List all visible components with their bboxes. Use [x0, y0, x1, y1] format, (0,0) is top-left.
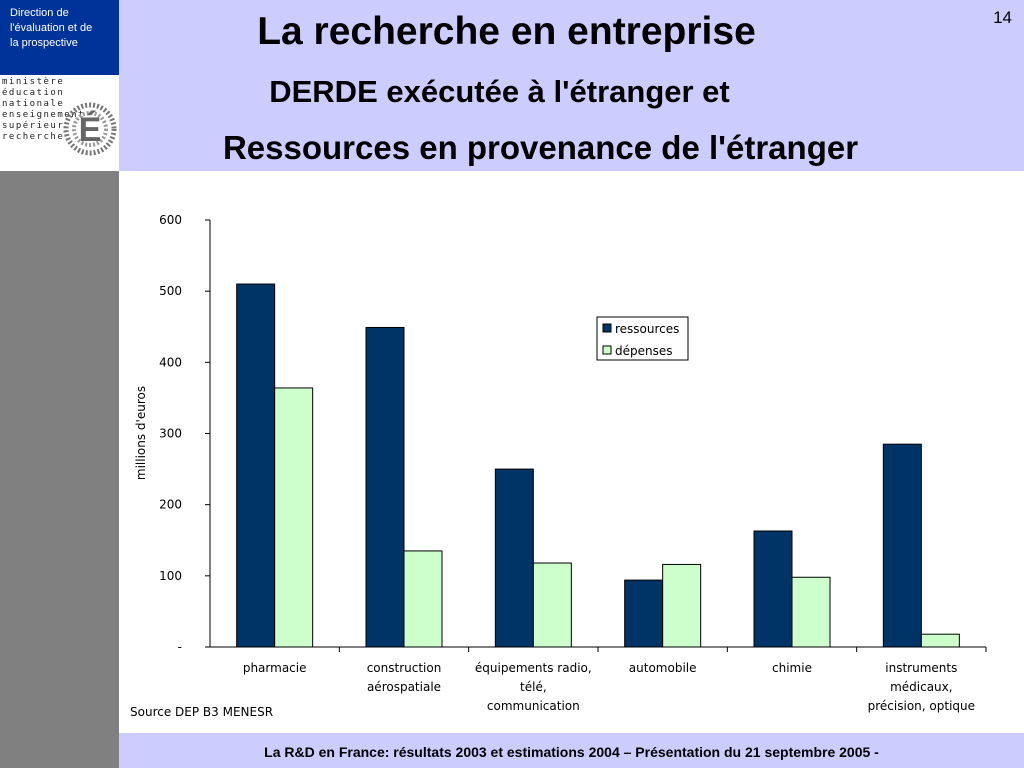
source-note: Source DEP B3 MENESR	[130, 705, 274, 719]
legend-label-ressources: ressources	[615, 322, 679, 336]
footer-text: La R&D en France: résultats 2003 et esti…	[264, 744, 879, 760]
bar-depenses	[532, 562, 572, 648]
direction-line-1: Direction de	[10, 7, 69, 19]
bar-depenses	[403, 550, 443, 648]
logo-letter: É	[79, 111, 102, 149]
bar-depenses	[662, 563, 702, 648]
y-tick-label: 300	[159, 427, 182, 441]
ministry-seal-icon: É	[63, 102, 117, 156]
x-category-label: précision, optique	[868, 699, 975, 713]
x-category-label: chimie	[772, 661, 812, 675]
bar-chart: - 100 200 300 400 500 600 pharmacie constructio…	[134, 213, 987, 713]
bar-ressources	[624, 579, 664, 648]
page-title: La recherche en entreprise	[257, 10, 756, 53]
x-category-label: instruments	[885, 661, 957, 675]
x-category-label: communication	[487, 699, 580, 713]
page-number: 14	[993, 8, 1012, 27]
legend-label-depenses: dépenses	[615, 344, 673, 358]
slide-header: 14 La recherche en entreprise DERDE exéc…	[119, 0, 1024, 171]
logo-line: recherche	[2, 132, 65, 142]
y-axis-label: millions d'euros	[134, 386, 148, 480]
logo-line: enseignement	[2, 110, 86, 120]
ministry-logo: ministère éducation nationale enseigneme…	[0, 75, 119, 171]
x-category-label: construction	[367, 661, 442, 675]
y-tick-label: 400	[159, 355, 182, 369]
direction-line-3: la prospective	[10, 37, 78, 49]
chart-legend: ressources dépenses	[596, 316, 689, 361]
bar-depenses	[791, 576, 831, 648]
y-tick-label: 500	[159, 284, 182, 298]
bar-ressources	[365, 326, 405, 648]
x-category-label: automobile	[629, 661, 697, 675]
legend-swatch-depenses	[602, 345, 612, 355]
y-tick-label: 200	[159, 498, 182, 512]
y-tick-label: 600	[159, 213, 182, 227]
bar-ressources	[882, 443, 922, 648]
y-tick-label: 100	[159, 569, 182, 583]
bar-ressources	[753, 530, 793, 648]
bar-depenses	[274, 387, 314, 648]
direction-label: Direction de l'évaluation et de la prosp…	[0, 0, 119, 75]
slide-footer: La R&D en France: résultats 2003 et esti…	[119, 733, 1024, 768]
subtitle-line-1: DERDE exécutée à l'étranger et	[269, 74, 730, 109]
legend-swatch-ressources	[602, 323, 612, 333]
legend-box	[596, 316, 689, 361]
logo-line: ministère	[2, 77, 65, 87]
direction-line-2: l'évaluation et de	[10, 22, 93, 34]
subtitle-line-2: Ressources en provenance de l'étranger	[222, 129, 859, 166]
chart-axes	[209, 220, 986, 648]
ministry-logo-text: ministère éducation nationale enseigneme…	[2, 77, 85, 143]
x-category-label: télé,	[520, 680, 547, 694]
x-category-label: équipements radio,	[475, 661, 592, 675]
logo-line: éducation	[2, 88, 65, 98]
x-category-label: médicaux,	[890, 680, 953, 694]
chart-ticks: - 100 200 300 400 500 600	[159, 213, 987, 654]
y-tick-label: -	[178, 640, 182, 654]
x-category-label: aérospatiale	[367, 680, 441, 694]
logo-line: nationale	[2, 99, 65, 109]
bar-ressources	[236, 283, 276, 648]
chart-bars	[236, 283, 960, 648]
x-category-label: pharmacie	[243, 661, 307, 675]
bar-ressources	[494, 468, 534, 648]
bar-depenses	[920, 633, 960, 648]
chart-categories: pharmacie construction aérospatiale équipem…	[243, 661, 975, 713]
logo-line: supérieur	[2, 121, 65, 131]
